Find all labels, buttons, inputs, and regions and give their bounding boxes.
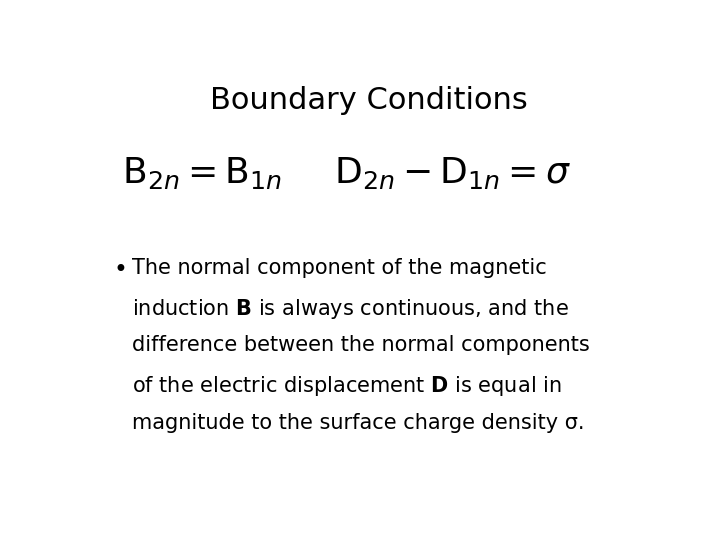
Text: The normal component of the magnetic: The normal component of the magnetic: [132, 258, 546, 278]
Text: $\mathrm{B}_{2n} = \mathrm{B}_{1n}$: $\mathrm{B}_{2n} = \mathrm{B}_{1n}$: [122, 155, 282, 191]
Text: induction $\mathbf{B}$ is always continuous, and the: induction $\mathbf{B}$ is always continu…: [132, 297, 569, 321]
Text: of the electric displacement $\mathbf{D}$ is equal in: of the electric displacement $\mathbf{D}…: [132, 374, 562, 398]
Text: difference between the normal components: difference between the normal components: [132, 335, 590, 355]
Text: $\mathrm{D}_{2n} - \mathrm{D}_{1n} = \sigma$: $\mathrm{D}_{2n} - \mathrm{D}_{1n} = \si…: [334, 155, 571, 191]
Text: magnitude to the surface charge density σ.: magnitude to the surface charge density …: [132, 413, 585, 433]
Text: Boundary Conditions: Boundary Conditions: [210, 85, 528, 114]
Text: •: •: [114, 258, 127, 282]
